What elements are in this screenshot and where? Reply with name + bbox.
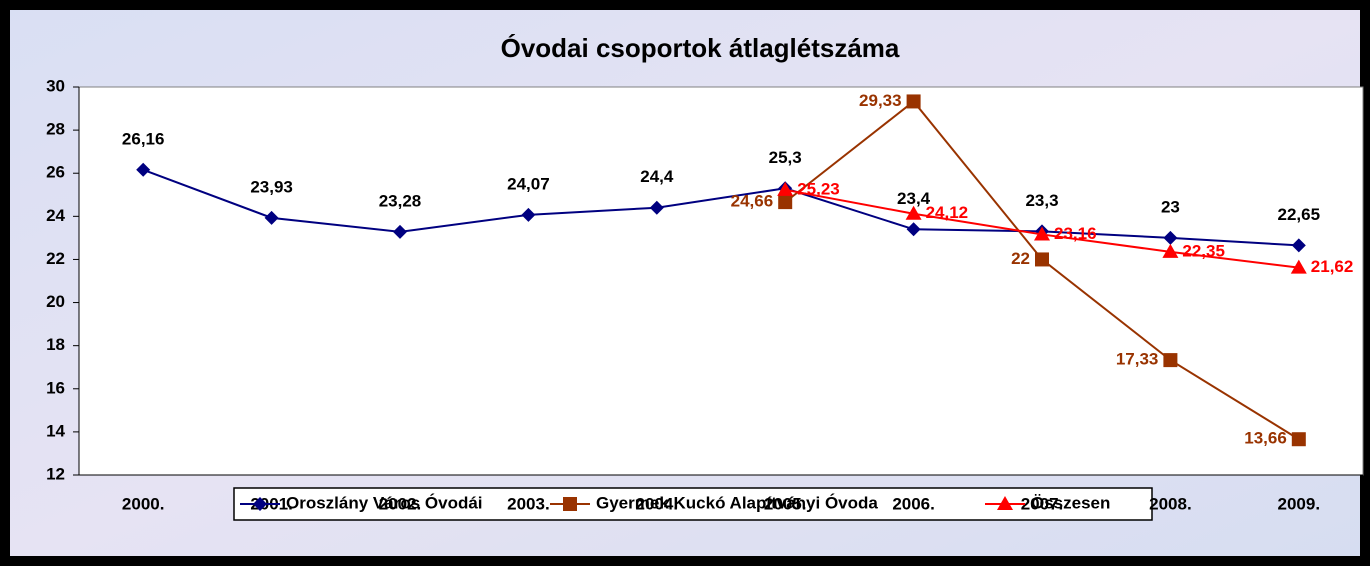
data-point <box>905 205 922 220</box>
data-label: 23,3 <box>1025 191 1058 210</box>
data-label: 24,07 <box>507 174 550 193</box>
x-tick-label: 2007. <box>1021 494 1064 513</box>
legend-marker <box>253 497 267 511</box>
x-tick-label: 2008. <box>1149 494 1192 513</box>
data-point <box>1035 252 1049 267</box>
chart-title: Óvodai csoportok átlaglétszáma <box>501 33 900 63</box>
legend-label: Oroszlány Város Óvodái <box>286 493 483 512</box>
data-label: 26,16 <box>122 129 165 148</box>
data-point <box>264 210 279 225</box>
data-label: 25,23 <box>797 179 840 198</box>
x-tick-label: 2005. <box>764 494 807 513</box>
data-point <box>777 181 794 196</box>
x-tick-label: 2009. <box>1278 494 1321 513</box>
y-tick-label: 20 <box>46 292 65 311</box>
y-tick-label: 22 <box>46 249 65 268</box>
series-line <box>142 168 1299 247</box>
data-point <box>649 200 664 215</box>
y-tick-label: 26 <box>46 163 65 182</box>
data-point <box>136 162 151 177</box>
data-point <box>906 94 921 109</box>
data-label: 17,33 <box>1116 350 1159 369</box>
data-point <box>1163 353 1178 368</box>
data-label: 24,12 <box>926 203 969 222</box>
data-label: 24,4 <box>640 167 674 186</box>
data-label: 25,3 <box>769 148 802 167</box>
data-label: 23,28 <box>379 191 422 210</box>
data-point <box>393 224 407 239</box>
y-tick-label: 30 <box>46 76 65 95</box>
data-label: 23,93 <box>250 177 293 196</box>
legend-marker <box>997 496 1013 510</box>
data-label: 23,4 <box>897 189 931 208</box>
data-label: 23,16 <box>1054 224 1097 243</box>
legend-label: Gyermek Kuckó Alapítványi Óvoda <box>596 493 878 512</box>
data-label: 24,66 <box>731 192 774 211</box>
data-point <box>1163 230 1178 245</box>
data-label: 22,35 <box>1182 241 1225 260</box>
data-point <box>1034 226 1050 241</box>
y-tick-label: 16 <box>46 378 65 397</box>
x-tick-label: 2004. <box>636 494 679 513</box>
data-point <box>1291 238 1306 253</box>
x-tick-label: 2002. <box>379 494 422 513</box>
data-point <box>1290 259 1307 274</box>
data-point <box>778 195 793 210</box>
data-point <box>521 207 536 222</box>
x-tick-label: 2000. <box>122 494 165 513</box>
data-point <box>1291 432 1306 447</box>
y-tick-label: 18 <box>46 335 65 354</box>
y-tick-label: 12 <box>46 464 65 483</box>
data-label: 13,66 <box>1244 429 1287 448</box>
legend-label: Összesen <box>1031 493 1110 512</box>
x-tick-label: 2006. <box>892 494 935 513</box>
legend-marker <box>563 497 577 511</box>
data-point <box>1162 243 1179 258</box>
plot-area <box>78 86 1364 476</box>
data-label: 23 <box>1161 197 1180 216</box>
data-label: 22,65 <box>1278 205 1321 224</box>
x-tick-label: 2003. <box>507 494 550 513</box>
data-label: 22 <box>1011 249 1030 268</box>
data-point <box>906 222 921 237</box>
y-tick-label: 24 <box>46 206 65 225</box>
data-label: 21,62 <box>1311 257 1354 276</box>
y-tick-label: 14 <box>46 421 65 440</box>
y-tick-label: 28 <box>46 120 65 139</box>
data-label: 29,33 <box>859 91 902 110</box>
